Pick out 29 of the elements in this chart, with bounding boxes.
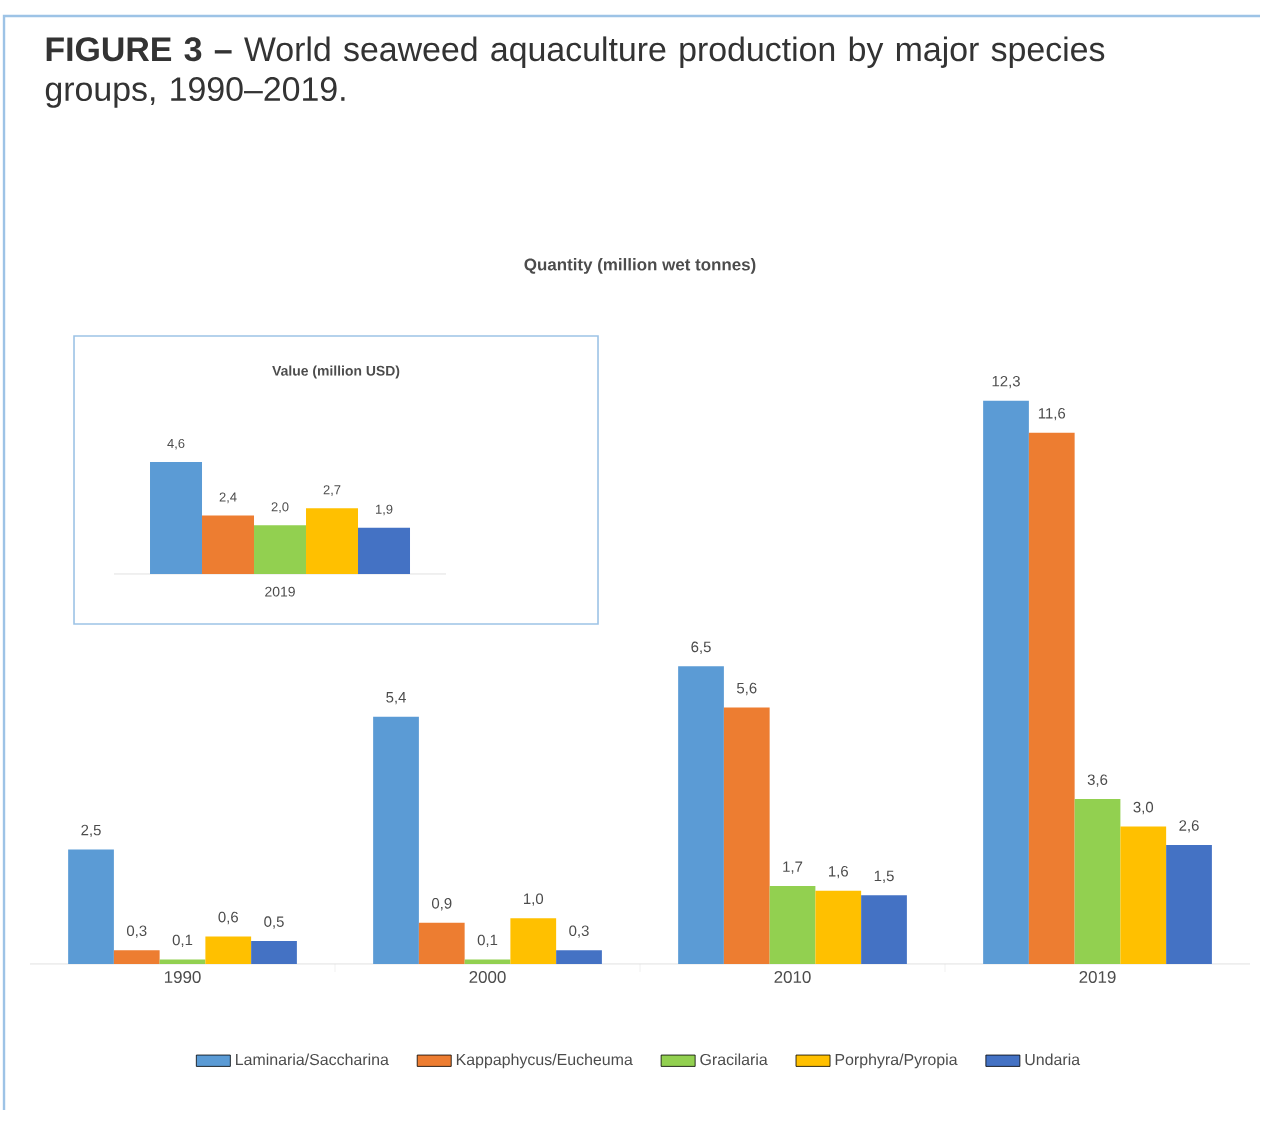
bar [1166,844,1212,964]
bar [723,707,770,964]
bar [254,525,307,574]
bar [418,922,465,964]
bar [202,515,255,574]
bar [769,886,816,964]
bar [113,950,160,964]
x-tick-label: 1990 [164,971,201,983]
x-tick-label: 2019 [1079,971,1116,983]
bar [815,890,862,964]
bar [373,716,419,964]
bar [251,941,297,964]
bar [510,918,557,964]
x-tick-label: 2000 [469,971,506,983]
bar [150,461,203,574]
chart-title: FIGURE 3 – World seaweed aquaculture production by major species groups, 1990–2019. [45,36,1105,108]
bar [1120,826,1167,964]
bar [358,527,411,574]
x-tick-label: 2010 [774,971,811,983]
bar [1028,432,1075,964]
chart-subtitle: Quantity (million wet tonnes) [524,258,756,274]
bar [861,895,907,964]
bar [1074,799,1121,964]
bar [306,508,359,574]
bar [678,666,724,964]
bar [983,400,1029,964]
bar [205,936,252,964]
bar [68,849,114,964]
bar [556,950,602,964]
